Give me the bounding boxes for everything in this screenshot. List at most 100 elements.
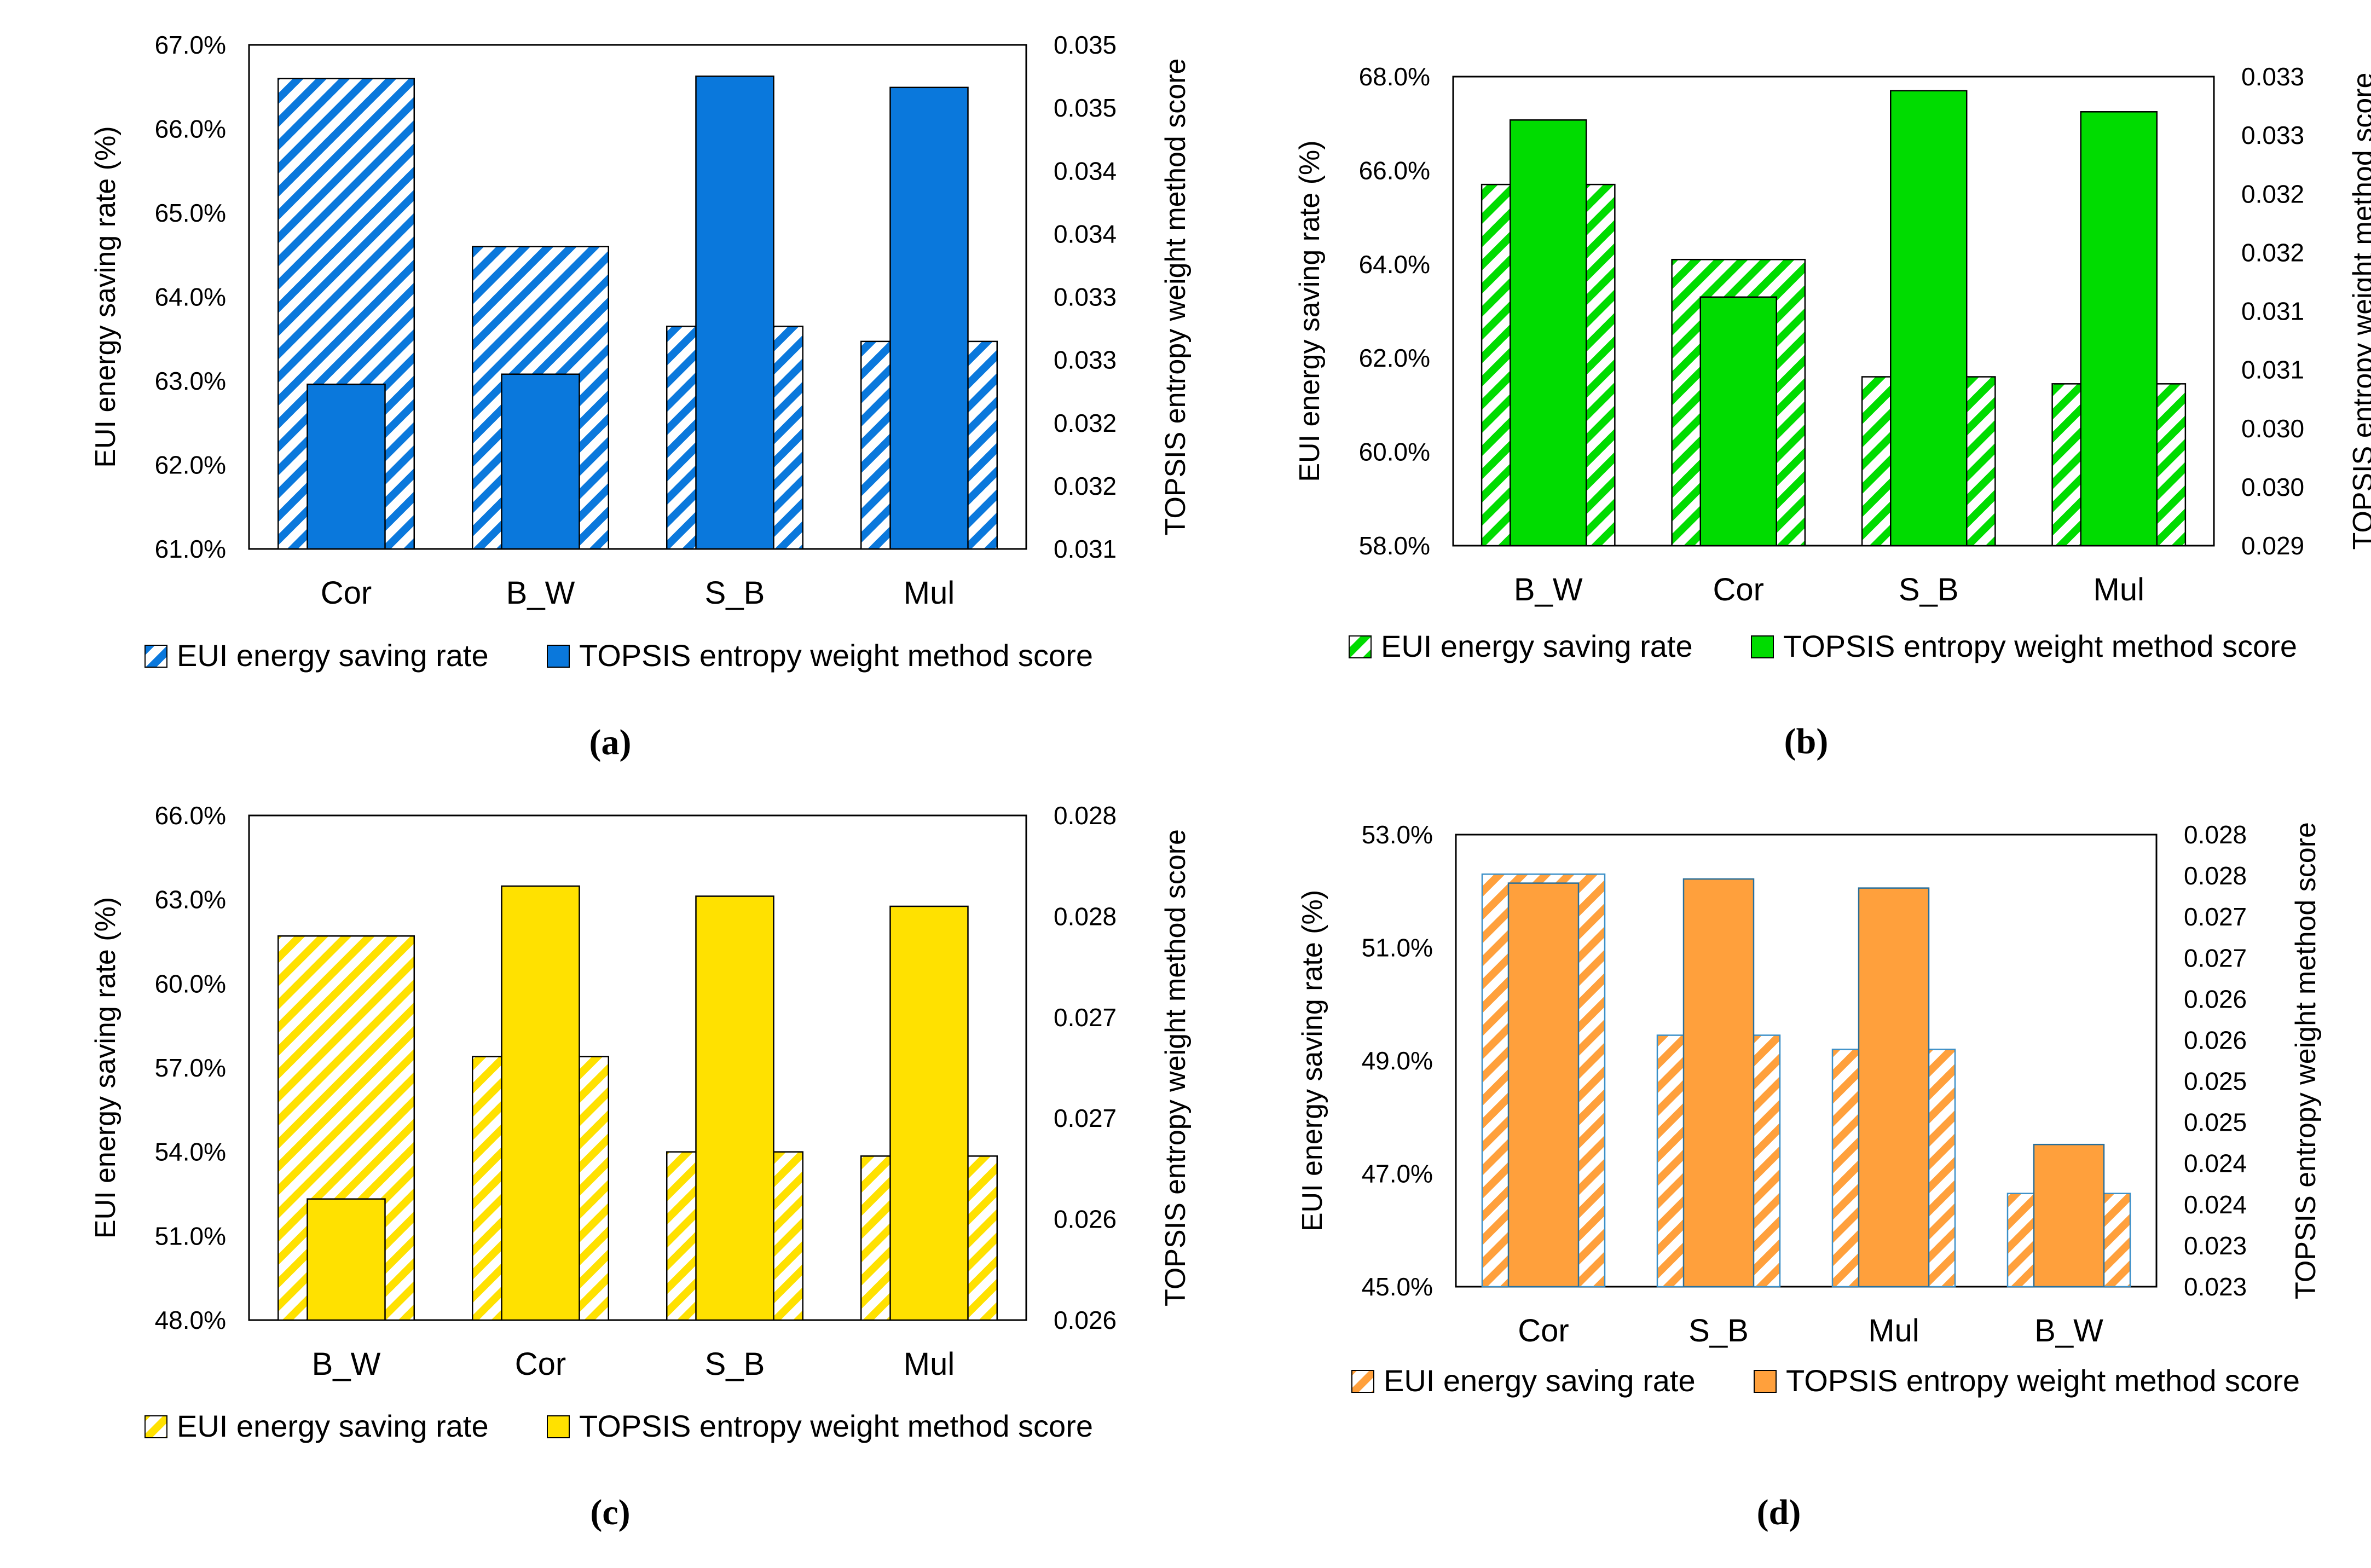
- y-tick-label: 62.0%: [155, 451, 226, 479]
- y2-tick-label: 0.028: [2184, 820, 2247, 849]
- y-tick-label: 53.0%: [1362, 820, 1433, 849]
- bar-topsis-B_W: [501, 373, 580, 550]
- legend-label-topsis: TOPSIS entropy weight method score: [579, 1409, 1093, 1443]
- legend-label-topsis: TOPSIS entropy weight method score: [579, 638, 1093, 673]
- y2-tick-label: 0.033: [2241, 62, 2304, 91]
- y-tick-label: 47.0%: [1362, 1160, 1433, 1188]
- y-tick-label: 64.0%: [1359, 250, 1430, 279]
- bar-topsis-S_B: [695, 895, 774, 1321]
- panel-caption: (d): [1757, 1492, 1801, 1532]
- legend: EUI energy saving rate TOPSIS entropy wei…: [1349, 629, 2297, 663]
- panel-caption: (c): [590, 1492, 630, 1532]
- x-tick-label: B_W: [2034, 1313, 2103, 1349]
- x-tick-label: S_B: [705, 575, 765, 611]
- legend-swatch-eui: [1351, 1370, 1374, 1393]
- y2-tick-label: 0.023: [2184, 1231, 2247, 1260]
- y-axis-title: EUI energy saving rate (%): [1297, 890, 1328, 1231]
- y-tick-label: 57.0%: [155, 1054, 226, 1082]
- y-tick-label: 66.0%: [155, 801, 226, 830]
- y2-tick-label: 0.026: [2184, 985, 2247, 1013]
- legend: EUI energy saving rate TOPSIS entropy wei…: [144, 1409, 1093, 1443]
- panel-caption: (b): [1784, 721, 1829, 761]
- y2-tick-label: 0.033: [1054, 346, 1117, 374]
- bar-topsis-S_B: [1682, 878, 1755, 1288]
- bar-topsis-Mul: [889, 905, 969, 1321]
- legend-swatch-topsis: [547, 1415, 570, 1438]
- plot-frame: [1452, 76, 2215, 547]
- legend: EUI energy saving rate TOPSIS entropy wei…: [1351, 1363, 2300, 1398]
- y-tick-label: 67.0%: [155, 31, 226, 59]
- legend-swatch-eui: [144, 1415, 167, 1438]
- y2-tick-label: 0.033: [1054, 283, 1117, 311]
- legend-label-eui: EUI energy saving rate: [177, 1409, 489, 1443]
- x-tick-label: S_B: [1688, 1313, 1749, 1349]
- y2-tick-label: 0.026: [1054, 1205, 1117, 1234]
- y2-tick-label: 0.028: [1054, 801, 1117, 830]
- y-tick-label: 45.0%: [1362, 1272, 1433, 1301]
- y-tick-label: 63.0%: [155, 886, 226, 914]
- y2-tick-label: 0.027: [2184, 944, 2247, 972]
- y-tick-label: 58.0%: [1359, 531, 1430, 560]
- y-tick-label: 61.0%: [155, 535, 226, 563]
- y-tick-label: 60.0%: [155, 969, 226, 998]
- bar-topsis-Cor: [501, 885, 580, 1321]
- panel-caption: (a): [589, 722, 632, 762]
- legend-label-topsis: TOPSIS entropy weight method score: [1783, 629, 2297, 663]
- y-tick-label: 66.0%: [155, 115, 226, 143]
- y2-tick-label: 0.027: [2184, 902, 2247, 931]
- y-axis-title: EUI energy saving rate (%): [90, 126, 122, 467]
- y2-tick-label: 0.035: [1054, 94, 1117, 122]
- x-tick-label: B_W: [312, 1346, 381, 1382]
- y2-tick-label: 0.035: [1054, 31, 1117, 59]
- y2-tick-label: 0.025: [2184, 1067, 2247, 1096]
- y2-tick-label: 0.031: [2241, 297, 2304, 326]
- x-tick-label: Cor: [1713, 572, 1764, 607]
- legend: EUI energy saving rate TOPSIS entropy wei…: [144, 638, 1093, 673]
- bar-topsis-B_W: [2033, 1143, 2105, 1288]
- bar-topsis-Cor: [1507, 882, 1580, 1288]
- y-tick-label: 51.0%: [155, 1222, 226, 1250]
- x-tick-label: Cor: [515, 1346, 566, 1382]
- y-tick-label: 63.0%: [155, 367, 226, 395]
- plot-frame: [248, 44, 1027, 550]
- y-tick-label: 51.0%: [1362, 934, 1433, 962]
- x-tick-label: Mul: [1868, 1313, 1919, 1349]
- chart-panel-4: Cor S_B Mul B_W 45.0% 47.0% 49.0% 51.0% 53.0% 0.0…: [1297, 820, 2322, 1532]
- y-axis-title: EUI energy saving rate (%): [90, 897, 122, 1239]
- x-tick-label: Cor: [1518, 1313, 1569, 1349]
- y2-tick-label: 0.031: [1054, 535, 1117, 563]
- y2-tick-label: 0.034: [1054, 157, 1117, 185]
- y-tick-label: 54.0%: [155, 1138, 226, 1166]
- y-tick-label: 62.0%: [1359, 344, 1430, 372]
- y2-axis-title: TOPSIS entropy weight method score: [1160, 829, 1192, 1306]
- legend-label-topsis: TOPSIS entropy weight method score: [1786, 1363, 2300, 1398]
- bar-topsis-B_W: [307, 1198, 386, 1321]
- bar-topsis-Cor: [307, 383, 386, 550]
- y2-tick-label: 0.030: [2241, 473, 2304, 501]
- y2-tick-label: 0.031: [2241, 356, 2304, 384]
- y-axis-title: EUI energy saving rate (%): [1294, 140, 1326, 482]
- legend-swatch-topsis: [1751, 635, 1774, 658]
- y-tick-label: 64.0%: [155, 283, 226, 311]
- bar-topsis-Cor: [1699, 296, 1777, 547]
- y2-tick-label: 0.033: [2241, 121, 2304, 149]
- y2-tick-label: 0.032: [1054, 409, 1117, 437]
- bar-topsis-Mul: [889, 86, 969, 550]
- y2-tick-label: 0.028: [1054, 902, 1117, 930]
- legend-swatch-topsis: [547, 645, 570, 668]
- x-tick-label: S_B: [1899, 572, 1959, 607]
- y-tick-label: 48.0%: [155, 1306, 226, 1334]
- x-tick-label: Mul: [904, 1346, 955, 1382]
- y2-tick-label: 0.024: [2184, 1190, 2247, 1219]
- y2-axis-title: TOPSIS entropy weight method score: [1160, 59, 1192, 536]
- y2-tick-label: 0.025: [2184, 1108, 2247, 1137]
- y-tick-label: 66.0%: [1359, 156, 1430, 184]
- y2-tick-label: 0.026: [2184, 1026, 2247, 1054]
- x-tick-label: Mul: [2094, 572, 2144, 607]
- y-tick-label: 49.0%: [1362, 1046, 1433, 1075]
- legend-swatch-eui: [1349, 635, 1372, 658]
- y-tick-label: 68.0%: [1359, 62, 1430, 91]
- y2-tick-label: 0.030: [2241, 414, 2304, 443]
- chart-panel-2: B_W Cor S_B Mul 58.0% 60.0% 62.0% 64.0% 66.0% 68.…: [1294, 62, 2371, 761]
